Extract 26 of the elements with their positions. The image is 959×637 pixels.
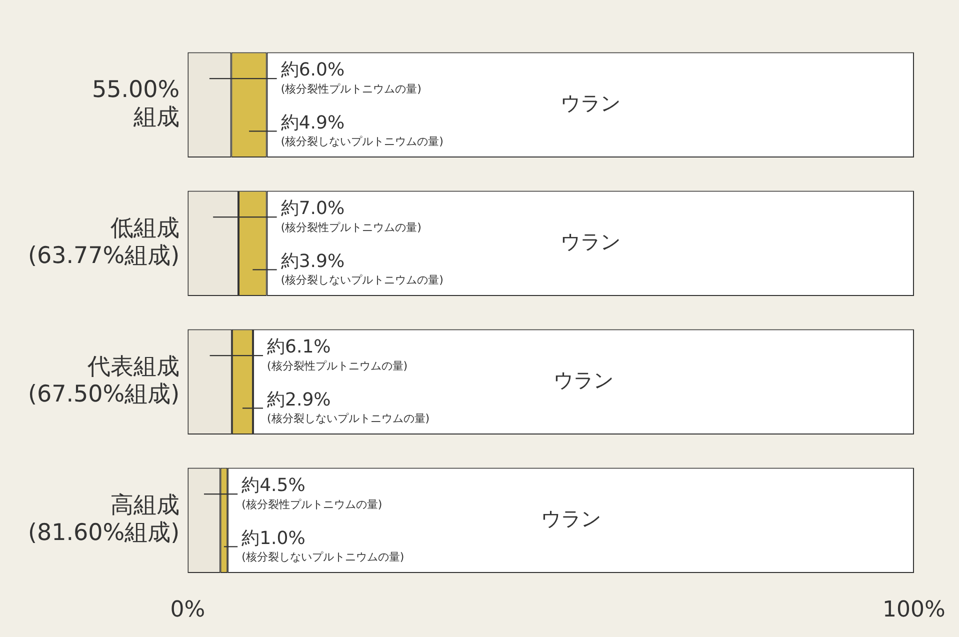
series-label: ウラン bbox=[554, 368, 614, 392]
text: (核分裂性プルトニウムの量) bbox=[267, 359, 408, 372]
text: (核分裂しないプルトニウムの量) bbox=[280, 274, 444, 287]
y-tick-label: 高組成 (81.60%組成) bbox=[28, 492, 180, 546]
text: ウラン bbox=[560, 230, 620, 254]
data-label: 約3.9% bbox=[280, 250, 345, 272]
y-tick-label: 55.00% 組成 bbox=[92, 77, 180, 131]
data-label: 約2.9% bbox=[267, 389, 331, 410]
text: (核分裂性プルトニウムの量) bbox=[242, 498, 382, 511]
data-label: 約4.5% bbox=[242, 475, 306, 496]
x-tick-label: 100% bbox=[882, 598, 946, 623]
text: (核分裂しないプルトニウムの量) bbox=[242, 550, 404, 564]
y-tick-label: 低組成 (63.77%組成) bbox=[28, 216, 180, 270]
text: ウラン bbox=[540, 506, 601, 531]
data-label: 約6.1% bbox=[267, 336, 331, 358]
data-label: 約4.9% bbox=[280, 112, 345, 134]
text: (核分裂しないプルトニウムの量) bbox=[267, 412, 430, 426]
data-label: 約6.0% bbox=[280, 60, 345, 81]
data-label: 約7.0% bbox=[280, 198, 345, 220]
data-label: 約1.0% bbox=[242, 528, 306, 549]
text: (核分裂性プルトニウムの量) bbox=[280, 82, 422, 96]
y-tick-label: 代表組成 (67.50%組成) bbox=[28, 354, 180, 408]
series-label: (核分裂しないプルトニウムの量) bbox=[280, 135, 444, 148]
text: (核分裂性プルトニウムの量) bbox=[280, 220, 422, 234]
text: ウラン bbox=[560, 91, 620, 116]
x-tick-label: 0% bbox=[170, 598, 206, 623]
